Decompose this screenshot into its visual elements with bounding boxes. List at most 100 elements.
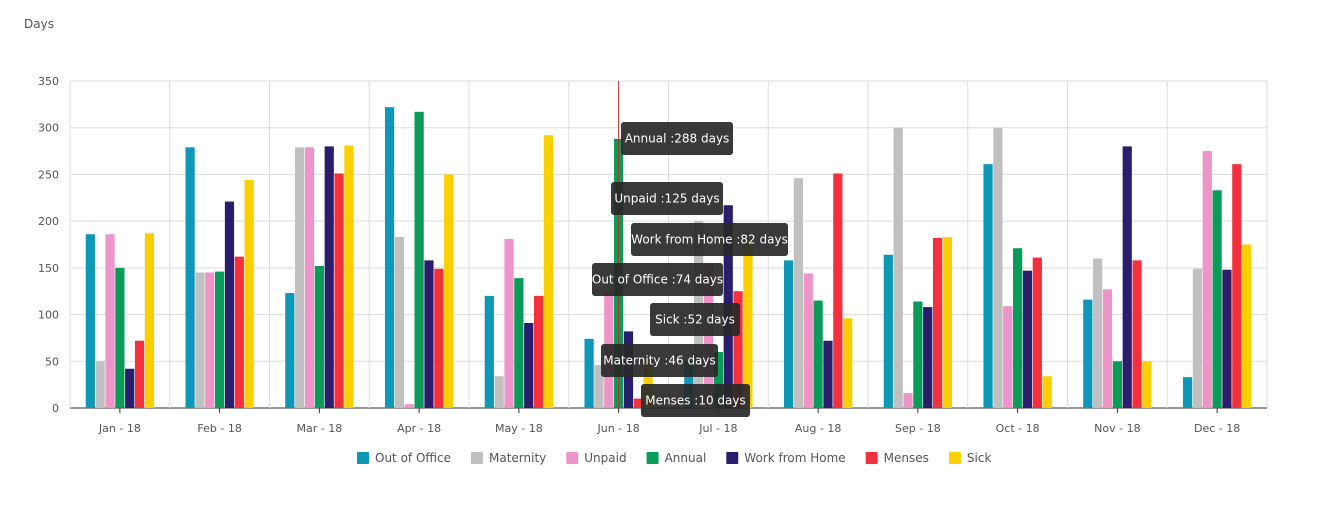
x-tick-label: Jun - 18: [597, 422, 640, 435]
bar-unpaid-2[interactable]: [304, 147, 315, 408]
legend-swatch[interactable]: [566, 452, 579, 464]
bar-maternity-8[interactable]: [893, 127, 903, 408]
bar-annual-2[interactable]: [314, 265, 324, 408]
bar-annual-6[interactable]: [713, 351, 723, 408]
legend-swatch[interactable]: [357, 452, 369, 464]
bar-menses-10[interactable]: [1132, 260, 1142, 408]
legend-label[interactable]: Menses: [884, 451, 929, 465]
bar-annual-8[interactable]: [913, 301, 923, 408]
bar-unpaid-3[interactable]: [404, 404, 414, 408]
bar-annual-7[interactable]: [813, 300, 823, 408]
bar-annual-0[interactable]: [115, 267, 125, 408]
x-tick-label: Aug - 18: [795, 422, 841, 435]
bar-sick-5[interactable]: [643, 359, 653, 408]
bar-maternity-3[interactable]: [394, 237, 405, 408]
bar-out-of-office-0[interactable]: [85, 234, 95, 408]
bar-sick-1[interactable]: [244, 180, 254, 408]
legend-swatch[interactable]: [646, 452, 659, 464]
bar-maternity-11[interactable]: [1192, 268, 1203, 408]
bar-maternity-9[interactable]: [993, 127, 1003, 408]
bar-out-of-office-8[interactable]: [883, 254, 893, 408]
bar-unpaid-1[interactable]: [205, 272, 215, 408]
bar-menses-11[interactable]: [1232, 164, 1242, 408]
bar-maternity-1[interactable]: [195, 272, 205, 408]
bar-maternity-10[interactable]: [1093, 258, 1103, 408]
bar-unpaid-8[interactable]: [903, 393, 913, 408]
bar-menses-2[interactable]: [334, 173, 344, 408]
bar-maternity-4[interactable]: [494, 376, 504, 408]
y-tick-label: 300: [38, 122, 59, 135]
bar-out-of-office-1[interactable]: [185, 147, 195, 408]
bar-unpaid-9[interactable]: [1003, 306, 1013, 408]
bar-menses-8[interactable]: [932, 237, 943, 408]
bar-unpaid-7[interactable]: [803, 273, 813, 408]
bar-menses-9[interactable]: [1032, 257, 1042, 408]
x-tick-label: May - 18: [495, 422, 543, 435]
bar-out-of-office-3[interactable]: [384, 107, 395, 408]
legend-label[interactable]: Unpaid: [584, 451, 626, 465]
bar-work-from-home-7[interactable]: [823, 340, 833, 408]
legend-label[interactable]: Out of Office: [375, 451, 451, 465]
bar-annual-10[interactable]: [1112, 361, 1122, 408]
bar-out-of-office-2[interactable]: [285, 293, 295, 408]
legend-label[interactable]: Maternity: [489, 451, 546, 465]
bar-maternity-2[interactable]: [295, 147, 305, 408]
bar-unpaid-0[interactable]: [105, 234, 115, 408]
bar-work-from-home-10[interactable]: [1122, 146, 1132, 408]
bar-work-from-home-2[interactable]: [324, 146, 334, 408]
bar-menses-3[interactable]: [434, 268, 444, 408]
bar-out-of-office-9[interactable]: [983, 164, 993, 408]
bar-maternity-5[interactable]: [594, 365, 604, 408]
bar-work-from-home-0[interactable]: [125, 368, 135, 408]
x-tick-label: Oct - 18: [996, 422, 1040, 435]
bar-sick-8[interactable]: [942, 237, 953, 408]
y-tick-label: 0: [52, 402, 59, 415]
bar-menses-1[interactable]: [234, 256, 244, 408]
legend-swatch[interactable]: [470, 452, 483, 464]
bar-work-from-home-3[interactable]: [424, 260, 434, 408]
legend-swatch[interactable]: [726, 452, 739, 464]
legend-label[interactable]: Sick: [967, 451, 992, 465]
bar-sick-3[interactable]: [444, 174, 454, 408]
bar-unpaid-10[interactable]: [1102, 289, 1113, 408]
legend-label[interactable]: Work from Home: [744, 451, 845, 465]
legend-swatch[interactable]: [865, 452, 878, 464]
bar-menses-7[interactable]: [833, 173, 843, 408]
bar-out-of-office-10[interactable]: [1083, 299, 1093, 408]
bar-menses-5[interactable]: [633, 398, 643, 408]
bar-annual-1[interactable]: [215, 271, 225, 408]
bar-out-of-office-5[interactable]: [584, 338, 594, 408]
bar-work-from-home-8[interactable]: [923, 307, 933, 408]
legend-label[interactable]: Annual: [665, 451, 707, 465]
bar-annual-9[interactable]: [1013, 248, 1023, 408]
bar-annual-3[interactable]: [414, 111, 424, 409]
bar-sick-4[interactable]: [543, 135, 554, 408]
bar-work-from-home-1[interactable]: [224, 201, 235, 408]
bar-menses-6[interactable]: [733, 291, 743, 408]
bar-sick-11[interactable]: [1242, 244, 1252, 409]
bar-menses-4[interactable]: [533, 295, 544, 408]
bar-maternity-0[interactable]: [95, 361, 105, 408]
bar-menses-0[interactable]: [134, 340, 145, 408]
tooltip-text: Out of Office :74 days: [592, 273, 723, 287]
bar-sick-9[interactable]: [1042, 376, 1052, 408]
bar-sick-2[interactable]: [344, 145, 354, 409]
bar-sick-10[interactable]: [1142, 361, 1152, 408]
bar-work-from-home-4[interactable]: [524, 322, 534, 408]
bar-work-from-home-9[interactable]: [1022, 270, 1033, 408]
legend-swatch[interactable]: [948, 452, 961, 464]
bar-unpaid-11[interactable]: [1202, 151, 1212, 409]
bar-out-of-office-4[interactable]: [484, 295, 494, 408]
tooltip-text: Menses :10 days: [645, 394, 746, 408]
bar-annual-4[interactable]: [514, 278, 524, 408]
bar-work-from-home-11[interactable]: [1222, 269, 1232, 408]
bar-maternity-7[interactable]: [793, 178, 804, 408]
bar-out-of-office-11[interactable]: [1182, 377, 1193, 408]
bar-sick-0[interactable]: [144, 233, 155, 408]
bar-sick-6[interactable]: [743, 239, 753, 408]
bar-out-of-office-7[interactable]: [783, 260, 794, 408]
x-tick-label: Sep - 18: [895, 422, 941, 435]
bar-annual-11[interactable]: [1212, 190, 1222, 408]
bar-unpaid-4[interactable]: [504, 238, 514, 408]
bar-sick-7[interactable]: [843, 318, 853, 408]
